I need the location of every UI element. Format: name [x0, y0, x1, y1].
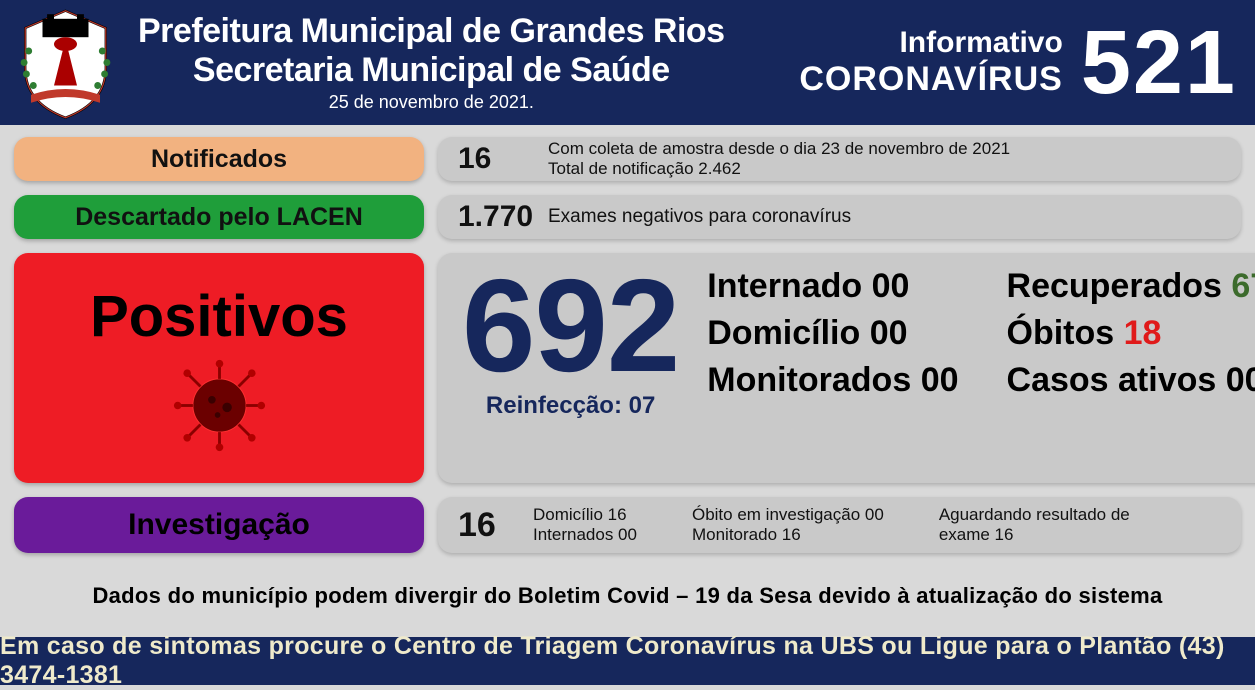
row-investigation: Investigação 16 Domicílio 16 Internados …	[14, 497, 1241, 553]
panel-notified: 16 Com coleta de amostra desde o dia 23 …	[438, 137, 1241, 181]
ativos-value: 00	[1226, 361, 1255, 399]
notified-desc-1: Com coleta de amostra desde o dia 23 de …	[548, 139, 1010, 159]
org-line-1: Prefeitura Municipal de Grandes Rios	[138, 12, 725, 51]
inv-col2-line1: Óbito em investigação 00	[692, 505, 884, 525]
discarded-desc: Exames negativos para coronavírus	[548, 206, 851, 228]
notified-desc-2: Total de notificação 2.462	[548, 159, 1010, 179]
inv-col3-line2: exame 16	[939, 525, 1130, 545]
disclaimer-text: Dados do município podem divergir do Bol…	[14, 583, 1241, 609]
bulletin-number: 521	[1081, 18, 1237, 108]
domicilio-label: Domicílio	[707, 314, 860, 352]
panel-investigation: 16 Domicílio 16 Internados 00 Óbito em i…	[438, 497, 1241, 553]
pill-notified-label: Notificados	[151, 145, 287, 174]
obitos-label: Óbitos	[1007, 314, 1115, 352]
domicilio-value: 00	[870, 314, 908, 352]
recuperados-value: 674	[1231, 267, 1255, 305]
bulletin-block: Informativo CORONAVÍRUS 521	[799, 18, 1237, 108]
row-discarded: Descartado pelo LACEN 1.770 Exames negat…	[14, 195, 1241, 239]
footer-band: Em caso de sintomas procure o Centro de …	[0, 637, 1255, 685]
reinfection-value: 07	[629, 392, 656, 419]
pill-discarded-label: Descartado pelo LACEN	[75, 203, 363, 232]
header-band: Prefeitura Municipal de Grandes Rios Sec…	[0, 0, 1255, 125]
row-positives: Positivos	[14, 253, 1241, 483]
discarded-value: 1.770	[458, 200, 548, 234]
bulletin-label-1: Informativo	[799, 26, 1063, 60]
reinfection-label: Reinfecção:	[486, 392, 622, 419]
ativos-label: Casos ativos	[1007, 361, 1217, 399]
footer-text: Em caso de sintomas procure o Centro de …	[0, 632, 1255, 690]
virus-icon	[172, 358, 267, 453]
pill-investigation-label: Investigação	[128, 508, 310, 542]
bulletin-date: 25 de novembro de 2021.	[138, 92, 725, 113]
row-notified: Notificados 16 Com coleta de amostra des…	[14, 137, 1241, 181]
inv-col1-line2: Internados 00	[533, 525, 637, 545]
pill-positives: Positivos	[14, 253, 424, 483]
inv-col3-line1: Aguardando resultado de	[939, 505, 1130, 525]
bulletin-label-2: CORONAVÍRUS	[799, 60, 1063, 99]
org-line-2: Secretaria Municipal de Saúde	[138, 51, 725, 90]
monitorados-label: Monitorados	[707, 361, 911, 399]
inv-col1-line1: Domicílio 16	[533, 505, 637, 525]
pill-investigation: Investigação	[14, 497, 424, 553]
obitos-value: 18	[1124, 314, 1162, 352]
monitorados-value: 00	[921, 361, 959, 399]
recuperados-label: Recuperados	[1007, 267, 1222, 305]
inv-col2-line2: Monitorado 16	[692, 525, 884, 545]
internado-label: Internado	[707, 267, 862, 305]
panel-discarded: 1.770 Exames negativos para coronavírus	[438, 195, 1241, 239]
pill-positives-label: Positivos	[90, 283, 348, 350]
pill-notified: Notificados	[14, 137, 424, 181]
organization-block: Prefeitura Municipal de Grandes Rios Sec…	[138, 12, 725, 113]
municipal-crest-icon	[8, 5, 123, 120]
pill-discarded: Descartado pelo LACEN	[14, 195, 424, 239]
investigation-value: 16	[458, 506, 513, 545]
internado-value: 00	[872, 267, 910, 305]
notified-value: 16	[458, 142, 548, 176]
panel-positives: 692 Reinfecção: 07 Internado 00 Domicíli…	[438, 253, 1255, 483]
positives-value: 692	[462, 267, 679, 386]
